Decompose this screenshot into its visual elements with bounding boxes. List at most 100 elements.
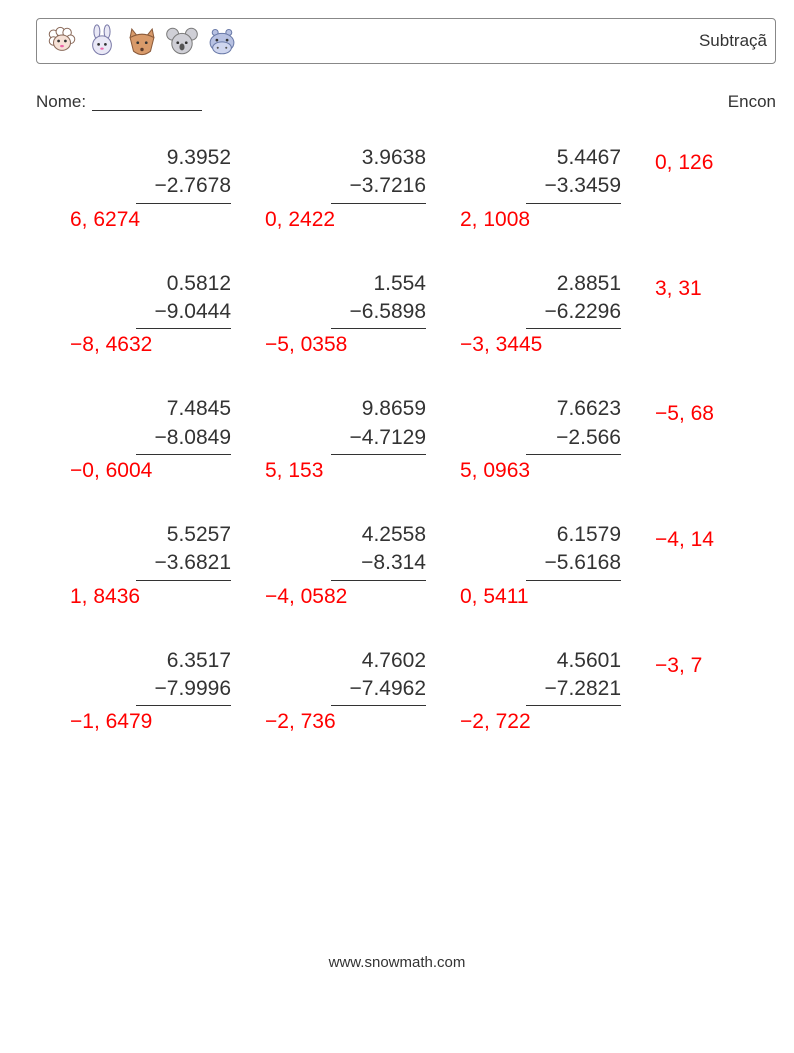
subtrahend: −6.2296 xyxy=(526,298,621,329)
answer: −4, 14 xyxy=(655,528,794,552)
subtraction-problem: 7.6623−2.566 5, 0963 xyxy=(426,395,621,483)
answer: −5, 68 xyxy=(655,402,794,426)
minuend: 3.9638 xyxy=(331,144,426,172)
problem-stack: 4.2558−8.314 xyxy=(331,521,426,581)
problems-grid: 9.3952−2.7678 6, 6274 3.9638−3.7216 0, 2422… xyxy=(36,144,794,734)
problem-stack: 7.4845−8.0849 xyxy=(136,395,231,455)
subtrahend: −7.9996 xyxy=(136,675,231,706)
problem-stack: 9.8659−4.7129 xyxy=(331,395,426,455)
subtraction-problem: 3.9638−3.7216 0, 2422 xyxy=(231,144,426,232)
problem-stack: 9.3952−2.7678 xyxy=(136,144,231,204)
answer: −2, 736 xyxy=(265,710,426,734)
minuend: 7.6623 xyxy=(526,395,621,423)
sheep-icon xyxy=(45,24,79,58)
minuend: 2.8851 xyxy=(526,270,621,298)
name-line: Nome: Encon xyxy=(36,92,776,112)
subtraction-problem: 6.3517−7.9996−1, 6479 xyxy=(36,647,231,735)
problem-stack: 2.8851−6.2296 xyxy=(526,270,621,330)
minuend: 6.3517 xyxy=(136,647,231,675)
problem-stack: 6.3517−7.9996 xyxy=(136,647,231,707)
answer: −3, 7 xyxy=(655,654,794,678)
problem-stack: 7.6623−2.566 xyxy=(526,395,621,455)
problems-row: 5.5257−3.6821 1, 8436 4.2558−8.314 −4, 0582… xyxy=(36,521,794,609)
answer: 6, 6274 xyxy=(70,208,231,232)
subtraction-problem: 5.5257−3.6821 1, 8436 xyxy=(36,521,231,609)
worksheet-header: Subtraçã xyxy=(36,18,776,64)
problems-row: 7.4845−8.0849 −0, 6004 9.8659−4.7129 5, 153… xyxy=(36,395,794,483)
subtraction-problem: 1.554−6.5898 −5, 0358 xyxy=(231,270,426,358)
problem-stack: 1.554−6.5898 xyxy=(331,270,426,330)
minuend: 7.4845 xyxy=(136,395,231,423)
answer: 2, 1008 xyxy=(460,208,621,232)
subtrahend: −8.314 xyxy=(331,549,426,580)
subtrahend: −7.2821 xyxy=(526,675,621,706)
subtrahend: −8.0849 xyxy=(136,424,231,455)
minuend: 6.1579 xyxy=(526,521,621,549)
minuend: 9.8659 xyxy=(331,395,426,423)
subtraction-problem: 9.3952−2.7678 6, 6274 xyxy=(36,144,231,232)
problems-row: 6.3517−7.9996−1, 6479 4.7602−7.4962 −2, 73… xyxy=(36,647,794,735)
subtraction-problem: −3, 7 xyxy=(621,647,794,735)
subtrahend: −2.566 xyxy=(526,424,621,455)
subtraction-problem: 5.4467−3.3459 2, 1008 xyxy=(426,144,621,232)
hippo-icon xyxy=(205,24,239,58)
answer: 0, 126 xyxy=(655,151,794,175)
subtrahend: −6.5898 xyxy=(331,298,426,329)
subtrahend: −3.7216 xyxy=(331,172,426,203)
name-label: Nome: xyxy=(36,92,86,112)
subtraction-problem: 3, 31 xyxy=(621,270,794,358)
subtrahend: −3.6821 xyxy=(136,549,231,580)
answer: 0, 5411 xyxy=(460,585,621,609)
minuend: 4.7602 xyxy=(331,647,426,675)
answer: 5, 153 xyxy=(265,459,426,483)
answer: 3, 31 xyxy=(655,277,794,301)
answer: −4, 0582 xyxy=(265,585,426,609)
answer: 0, 2422 xyxy=(265,208,426,232)
answer: −3, 3445 xyxy=(460,333,621,357)
subtraction-problem: 4.7602−7.4962 −2, 736 xyxy=(231,647,426,735)
minuend: 5.5257 xyxy=(136,521,231,549)
minuend: 1.554 xyxy=(331,270,426,298)
answer: 5, 0963 xyxy=(460,459,621,483)
subtraction-problem: 7.4845−8.0849 −0, 6004 xyxy=(36,395,231,483)
problems-row: 0.5812−9.0444 −8, 4632 1.554−6.5898 −5, 035… xyxy=(36,270,794,358)
rabbit-icon xyxy=(85,24,119,58)
subtraction-problem: 4.2558−8.314 −4, 0582 xyxy=(231,521,426,609)
subtraction-problem: −5, 68 xyxy=(621,395,794,483)
answer: −8, 4632 xyxy=(70,333,231,357)
subtraction-problem: 9.8659−4.7129 5, 153 xyxy=(231,395,426,483)
subtrahend: −4.7129 xyxy=(331,424,426,455)
animal-icons-row xyxy=(45,24,239,58)
problem-stack: 3.9638−3.7216 xyxy=(331,144,426,204)
worksheet-title: Subtraçã xyxy=(699,31,767,51)
answer: −2, 722 xyxy=(460,710,621,734)
subtrahend: −7.4962 xyxy=(331,675,426,706)
subtrahend: −3.3459 xyxy=(526,172,621,203)
subtraction-problem: 0.5812−9.0444 −8, 4632 xyxy=(36,270,231,358)
minuend: 5.4467 xyxy=(526,144,621,172)
problem-stack: 4.5601−7.2821 xyxy=(526,647,621,707)
problems-row: 9.3952−2.7678 6, 6274 3.9638−3.7216 0, 2422… xyxy=(36,144,794,232)
subtraction-problem: 2.8851−6.2296 −3, 3445 xyxy=(426,270,621,358)
answer: 1, 8436 xyxy=(70,585,231,609)
subtraction-problem: 6.1579−5.6168 0, 5411 xyxy=(426,521,621,609)
problem-stack: 6.1579−5.6168 xyxy=(526,521,621,581)
subtrahend: −2.7678 xyxy=(136,172,231,203)
answer: −5, 0358 xyxy=(265,333,426,357)
answer: −0, 6004 xyxy=(70,459,231,483)
name-right-text: Encon xyxy=(728,92,776,112)
minuend: 4.5601 xyxy=(526,647,621,675)
problem-stack: 5.4467−3.3459 xyxy=(526,144,621,204)
fox-icon xyxy=(125,24,159,58)
problem-stack: 5.5257−3.6821 xyxy=(136,521,231,581)
subtraction-problem: 0, 126 xyxy=(621,144,794,232)
minuend: 4.2558 xyxy=(331,521,426,549)
koala-icon xyxy=(165,24,199,58)
subtraction-problem: −4, 14 xyxy=(621,521,794,609)
footer-url: www.snowmath.com xyxy=(0,954,794,1001)
problem-stack: 0.5812−9.0444 xyxy=(136,270,231,330)
subtrahend: −9.0444 xyxy=(136,298,231,329)
name-blank xyxy=(92,92,202,111)
subtrahend: −5.6168 xyxy=(526,549,621,580)
minuend: 9.3952 xyxy=(136,144,231,172)
